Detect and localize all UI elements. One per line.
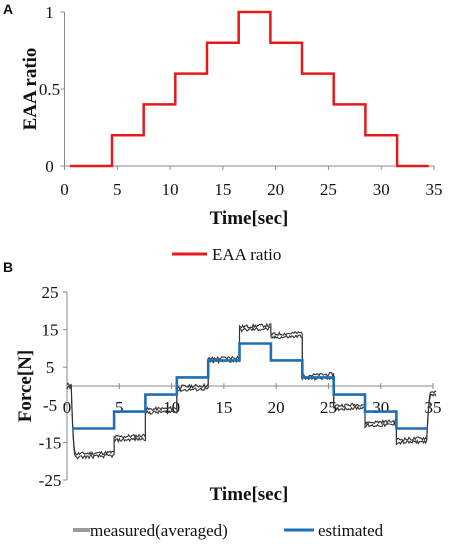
- y-tick-label: 0: [45, 157, 54, 176]
- series-line-eaa-ratio: [69, 10, 429, 168]
- y-tick-label: 25: [42, 283, 59, 302]
- series-line-measured-upper: [66, 322, 437, 456]
- x-tick-label: 20: [268, 398, 285, 417]
- legend-label-measured: measured(averaged): [90, 521, 228, 540]
- y-tick-label: 1: [45, 3, 54, 22]
- x-axis-label: Time[sec]: [210, 484, 289, 505]
- panel-label-a: A: [3, 1, 13, 17]
- x-tick-label: 30: [372, 398, 389, 417]
- panel-label-b: B: [3, 259, 13, 275]
- y-tick-label: -15: [39, 433, 62, 452]
- y-tick-label: 5: [46, 358, 55, 377]
- series-line-estimated: [72, 342, 428, 430]
- y-tick-label: 0.5: [39, 80, 60, 99]
- x-tick-label: 5: [113, 180, 122, 199]
- x-tick-label: 25: [320, 180, 337, 199]
- x-tick-label: 20: [267, 180, 284, 199]
- y-tick-label: -5: [43, 396, 57, 415]
- y-tick-label: -25: [39, 471, 62, 490]
- x-tick-label: 15: [214, 180, 231, 199]
- legend-label-estimated: estimated: [318, 521, 384, 540]
- x-tick-label: 5: [115, 398, 124, 417]
- y-axis-label: Force[N]: [15, 350, 36, 422]
- y-tick-label: 15: [42, 321, 59, 340]
- legend-label-eaa-ratio: EAA ratio: [212, 245, 281, 264]
- y-axis-label: EAA ratio: [20, 48, 41, 131]
- x-tick-label: 15: [215, 398, 232, 417]
- x-axis-label: Time[sec]: [210, 208, 289, 229]
- series-line-measured-lower: [66, 326, 437, 460]
- x-tick-label: 0: [60, 180, 69, 199]
- x-tick-label: 35: [425, 398, 442, 417]
- x-tick-label: 35: [426, 180, 443, 199]
- x-tick-label: 25: [320, 398, 337, 417]
- x-tick-label: 10: [162, 180, 179, 199]
- x-tick-label: 30: [373, 180, 390, 199]
- x-tick-label: 0: [63, 398, 72, 417]
- x-tick-label: 10: [163, 398, 180, 417]
